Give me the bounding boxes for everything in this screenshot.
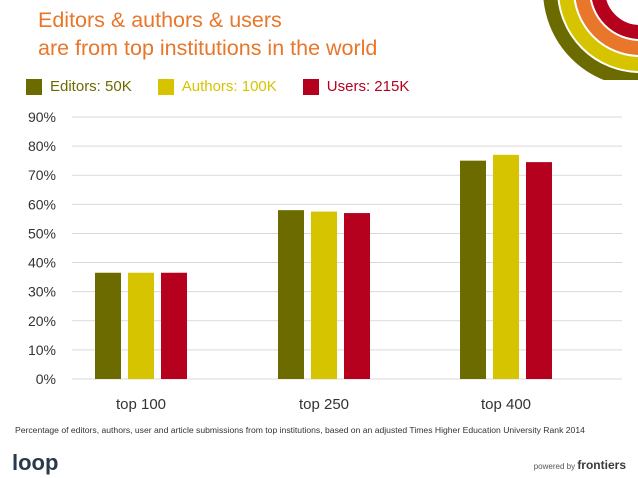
title-line-1: Editors & authors & users [38,8,282,32]
page-title: Editors & authors & users are from top i… [38,6,377,62]
powered-prefix: powered by [533,462,576,471]
chart-caption: Percentage of editors, authors, user and… [15,425,585,435]
y-tick-label: 30% [28,284,56,300]
y-tick-label: 90% [28,109,56,125]
legend-label-authors: Authors: 100K [181,78,277,95]
y-tick-label: 80% [28,138,56,154]
y-tick-label: 40% [28,255,56,271]
bar-users-top-250 [344,213,370,379]
bar-editors-top-100 [95,272,121,379]
title-line-2: are from top institutions in the world [38,36,378,60]
legend-item-authors: Authors: 100K [157,78,277,95]
loop-logo: loop [12,450,59,475]
y-tick-label: 50% [28,225,56,241]
legend-swatch-users [302,78,319,95]
legend-swatch-editors [26,78,42,95]
chart-legend: Editors: 50K Authors: 100K Users: 215K [26,78,435,95]
bar-editors-top-400 [460,160,486,379]
legend-item-users: Users: 215K [302,78,410,95]
bar-users-top-100 [161,272,187,379]
legend-label-editors: Editors: 50K [50,78,132,95]
legend-swatch-authors [157,78,174,95]
y-tick-label: 70% [28,167,56,183]
x-tick-label: top 100 [116,396,166,413]
frontiers-brand: frontiers [577,458,626,472]
bar-users-top-400 [526,162,552,379]
y-tick-label: 0% [36,371,56,387]
bar-authors-top-400 [493,154,519,379]
powered-by-frontiers: powered by frontiers [534,458,626,472]
legend-label-users: Users: 215K [326,78,410,95]
y-tick-label: 10% [28,342,56,358]
bar-authors-top-250 [311,211,337,379]
bar-authors-top-100 [128,272,154,379]
legend-item-editors: Editors: 50K [26,78,132,95]
bar-chart: 0% 10% 20% 30% 40% 50% 60% 70% 80% 90% top 100 top … [28,109,622,413]
x-tick-label: top 250 [299,396,349,413]
bar-editors-top-250 [278,210,304,379]
y-tick-label: 20% [28,313,56,329]
x-tick-label: top 400 [481,396,531,413]
y-tick-label: 60% [28,196,56,212]
